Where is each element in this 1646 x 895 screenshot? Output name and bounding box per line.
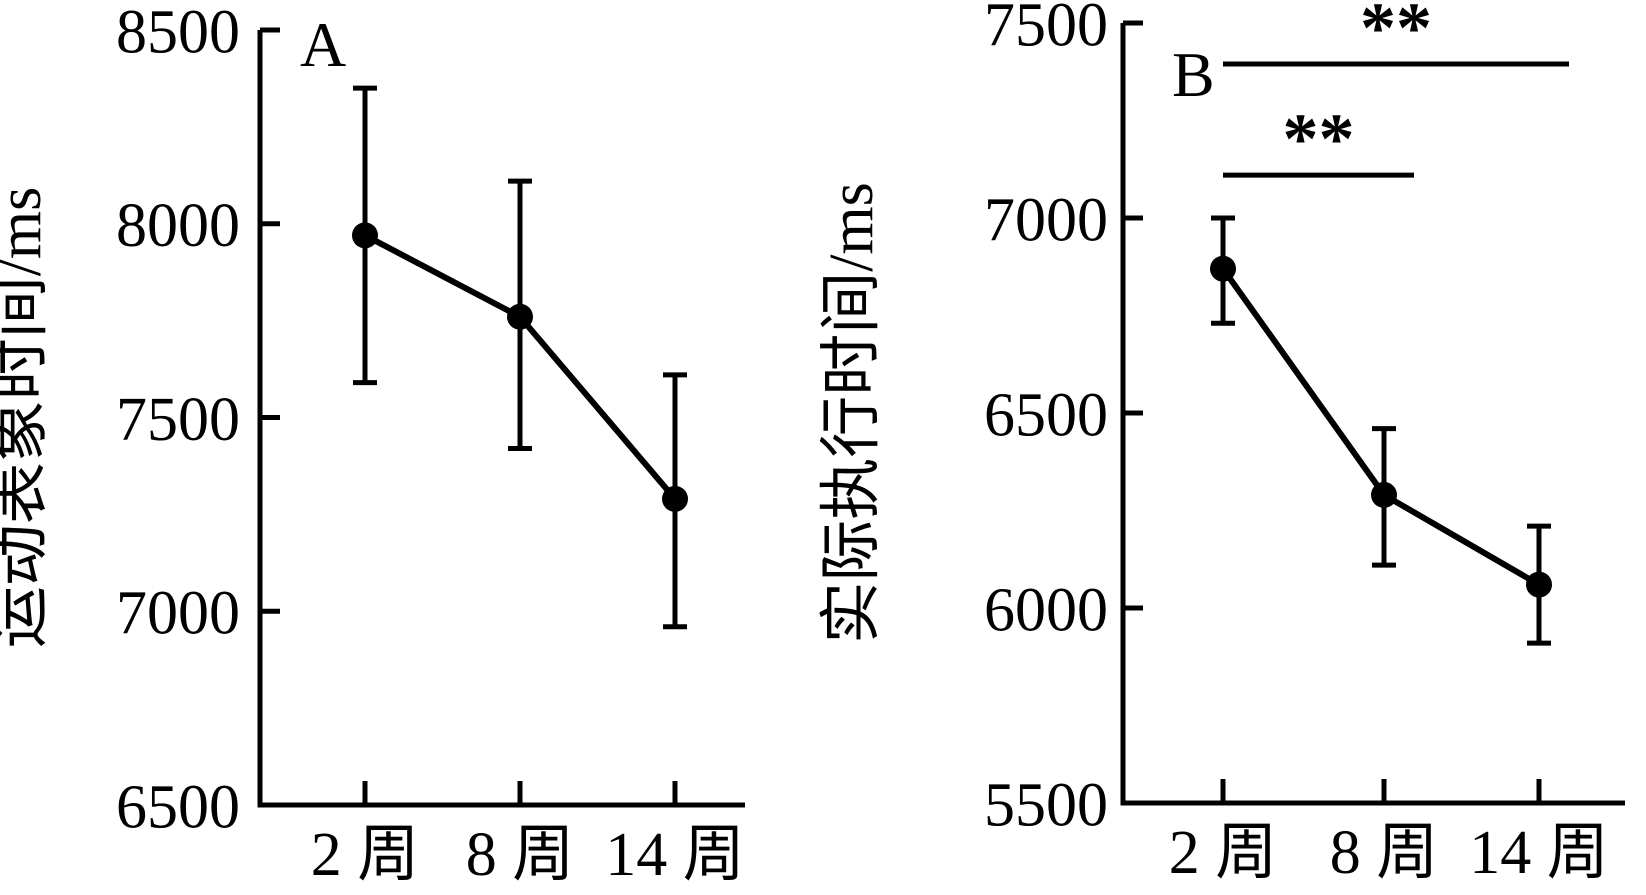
data-point [507,303,533,330]
panel-label: B [1172,39,1215,110]
y-axis-title: 实际执行时间/ms [818,182,886,644]
x-tick-label: 14 周 [605,821,745,889]
y-tick-label: 7500 [116,386,240,454]
y-tick-label: 6000 [984,576,1108,644]
data-point [1210,255,1236,282]
data-point [1526,571,1552,598]
x-tick-label: 2 周 [1169,819,1278,887]
y-tick-label: 6500 [116,773,240,841]
y-tick-label: 8500 [116,0,240,66]
x-tick-label: 14 周 [1469,819,1609,887]
y-tick-label: 6500 [984,381,1108,449]
data-point [662,485,688,512]
panel-label: A [300,9,346,80]
x-tick-label: 8 周 [466,821,575,889]
data-point [1371,481,1397,508]
y-tick-label: 7000 [116,580,240,648]
y-tick-label: 5500 [984,771,1108,839]
y-axis-title: 运动表象时间/ms [0,187,54,649]
y-tick-label: 8000 [116,192,240,260]
axis-frame [257,30,745,808]
y-tick-label: 7500 [984,0,1108,59]
panel-b: 5500 6000 6500 7000 7500 2 周 8 周 14 周 **** B 实际执行时… [818,0,1625,887]
axis-frame [1120,23,1625,806]
y-tick-label: 7000 [984,186,1108,254]
x-tick-label: 8 周 [1330,819,1439,887]
x-tick-label: 2 周 [311,821,420,889]
significance-stars: ** [1360,0,1432,68]
panel-a: 6500 7000 7500 8000 8500 2 周 8 周 14 周 A 运动表象时间/ms [0,0,745,889]
data-point [352,222,378,249]
significance-stars: ** [1283,99,1355,179]
